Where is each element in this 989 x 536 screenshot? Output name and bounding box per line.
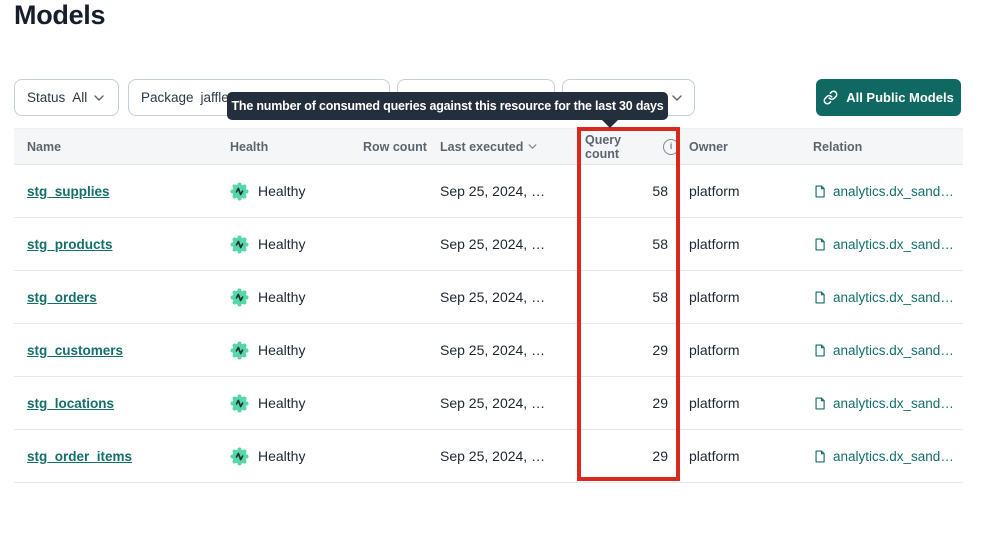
table-row: stg_products Healthy Sep 25, 2024, … (14, 218, 963, 271)
name-cell: stg_supplies (27, 184, 230, 199)
file-icon (813, 449, 827, 464)
healthy-status-icon (230, 287, 249, 307)
query-count-label: Query count (585, 132, 622, 161)
owner-cell: platform (689, 289, 740, 305)
all-public-models-button[interactable]: All Public Models (816, 79, 961, 116)
health-status-label: Healthy (258, 448, 306, 464)
model-name-link[interactable]: stg_customers (27, 342, 124, 358)
last-executed-cell: Sep 25, 2024, … (440, 236, 546, 252)
column-header-name[interactable]: Name (27, 139, 62, 154)
last-executed-cell: Sep 25, 2024, … (440, 342, 546, 358)
relation-label: analytics.dx_sand… (833, 448, 954, 464)
relation-label: analytics.dx_sand… (833, 236, 954, 252)
owner-cell: platform (689, 342, 740, 358)
model-name-link[interactable]: stg_products (27, 236, 113, 252)
owner-cell: platform (689, 183, 740, 199)
column-header-owner[interactable]: Owner (689, 139, 728, 154)
query-count-cell: 29 (652, 395, 668, 411)
relation-link[interactable]: analytics.dx_sand… (813, 343, 963, 358)
health-status-label: Healthy (258, 395, 306, 411)
owner-cell: platform (689, 448, 740, 464)
file-icon (813, 343, 827, 358)
query-count-tooltip: The number of consumed queries against t… (227, 92, 668, 120)
relation-label: analytics.dx_sand… (833, 342, 954, 358)
model-name-link[interactable]: stg_orders (27, 289, 97, 305)
page-title: Models (14, 0, 106, 30)
model-name-link[interactable]: stg_order_items (27, 448, 133, 464)
table-body: stg_supplies Healthy Sep 25, 2024, … (14, 165, 963, 483)
relation-label: analytics.dx_sand… (833, 395, 954, 411)
column-header-row-count[interactable]: Row count (363, 139, 427, 154)
last-executed-cell: Sep 25, 2024, … (440, 395, 546, 411)
healthy-status-icon (230, 340, 249, 360)
health-status-label: Healthy (258, 342, 306, 358)
table-row: stg_supplies Healthy Sep 25, 2024, … (14, 165, 963, 218)
name-cell: stg_customers (27, 343, 230, 358)
query-count-cell: 58 (652, 183, 668, 199)
model-name-link[interactable]: stg_supplies (27, 183, 110, 199)
healthy-status-icon (230, 234, 249, 254)
all-public-models-label: All Public Models (846, 90, 954, 105)
query-count-cell: 58 (652, 236, 668, 252)
info-circle-icon[interactable]: i (663, 138, 679, 155)
last-executed-label: Last executed (440, 139, 524, 154)
file-icon (813, 396, 827, 411)
healthy-status-icon (230, 393, 249, 413)
column-header-health[interactable]: Health (230, 139, 269, 154)
health-cell: Healthy (230, 340, 363, 360)
last-executed-cell: Sep 25, 2024, … (440, 183, 546, 199)
health-status-label: Healthy (258, 236, 306, 252)
query-count-cell: 29 (652, 448, 668, 464)
table-row: stg_orders Healthy Sep 25, 2024, … 5 (14, 271, 963, 324)
name-cell: stg_orders (27, 290, 230, 305)
name-cell: stg_order_items (27, 449, 230, 464)
owner-cell: platform (689, 236, 740, 252)
health-status-label: Healthy (258, 183, 306, 199)
chevron-down-icon (672, 94, 682, 101)
health-cell: Healthy (230, 287, 363, 307)
healthy-status-icon (230, 181, 249, 201)
sort-chevron-icon (528, 144, 537, 149)
table-row: stg_locations Healthy Sep 25, 2024, … (14, 377, 963, 430)
chevron-down-icon (94, 94, 104, 101)
query-count-cell: 58 (652, 289, 668, 305)
last-executed-cell: Sep 25, 2024, … (440, 289, 546, 305)
models-table: Name Health Row count Last executed Quer… (14, 128, 963, 483)
health-status-label: Healthy (258, 289, 306, 305)
health-cell: Healthy (230, 393, 363, 413)
status-filter-value: All (72, 90, 88, 105)
relation-link[interactable]: analytics.dx_sand… (813, 290, 963, 305)
status-filter-dropdown[interactable]: Status All (14, 79, 119, 116)
column-header-last-executed[interactable]: Last executed (440, 140, 578, 154)
query-count-cell: 29 (652, 342, 668, 358)
health-cell: Healthy (230, 234, 363, 254)
relation-link[interactable]: analytics.dx_sand… (813, 184, 963, 199)
table-row: stg_customers Healthy Sep 25, 2024, … (14, 324, 963, 377)
status-filter-label: Status (27, 90, 66, 105)
model-name-link[interactable]: stg_locations (27, 395, 115, 411)
health-cell: Healthy (230, 181, 363, 201)
relation-link[interactable]: analytics.dx_sand… (813, 396, 963, 411)
relation-label: analytics.dx_sand… (833, 183, 954, 199)
owner-cell: platform (689, 395, 740, 411)
file-icon (813, 290, 827, 305)
link-icon (823, 90, 838, 105)
last-executed-cell: Sep 25, 2024, … (440, 448, 546, 464)
table-header-row: Name Health Row count Last executed Quer… (14, 128, 963, 165)
name-cell: stg_products (27, 237, 230, 252)
table-row: stg_order_items Healthy Sep 25, 2024, … (14, 430, 963, 483)
name-cell: stg_locations (27, 396, 230, 411)
column-header-query-count[interactable]: Query count i (578, 133, 679, 161)
relation-label: analytics.dx_sand… (833, 289, 954, 305)
package-filter-label: Package (141, 90, 194, 105)
tooltip-arrow (601, 119, 619, 128)
column-header-relation[interactable]: Relation (813, 139, 863, 154)
healthy-status-icon (230, 446, 249, 466)
health-cell: Healthy (230, 446, 363, 466)
tooltip-text: The number of consumed queries against t… (231, 99, 664, 113)
relation-link[interactable]: analytics.dx_sand… (813, 237, 963, 252)
relation-link[interactable]: analytics.dx_sand… (813, 449, 963, 464)
file-icon (813, 184, 827, 199)
file-icon (813, 237, 827, 252)
